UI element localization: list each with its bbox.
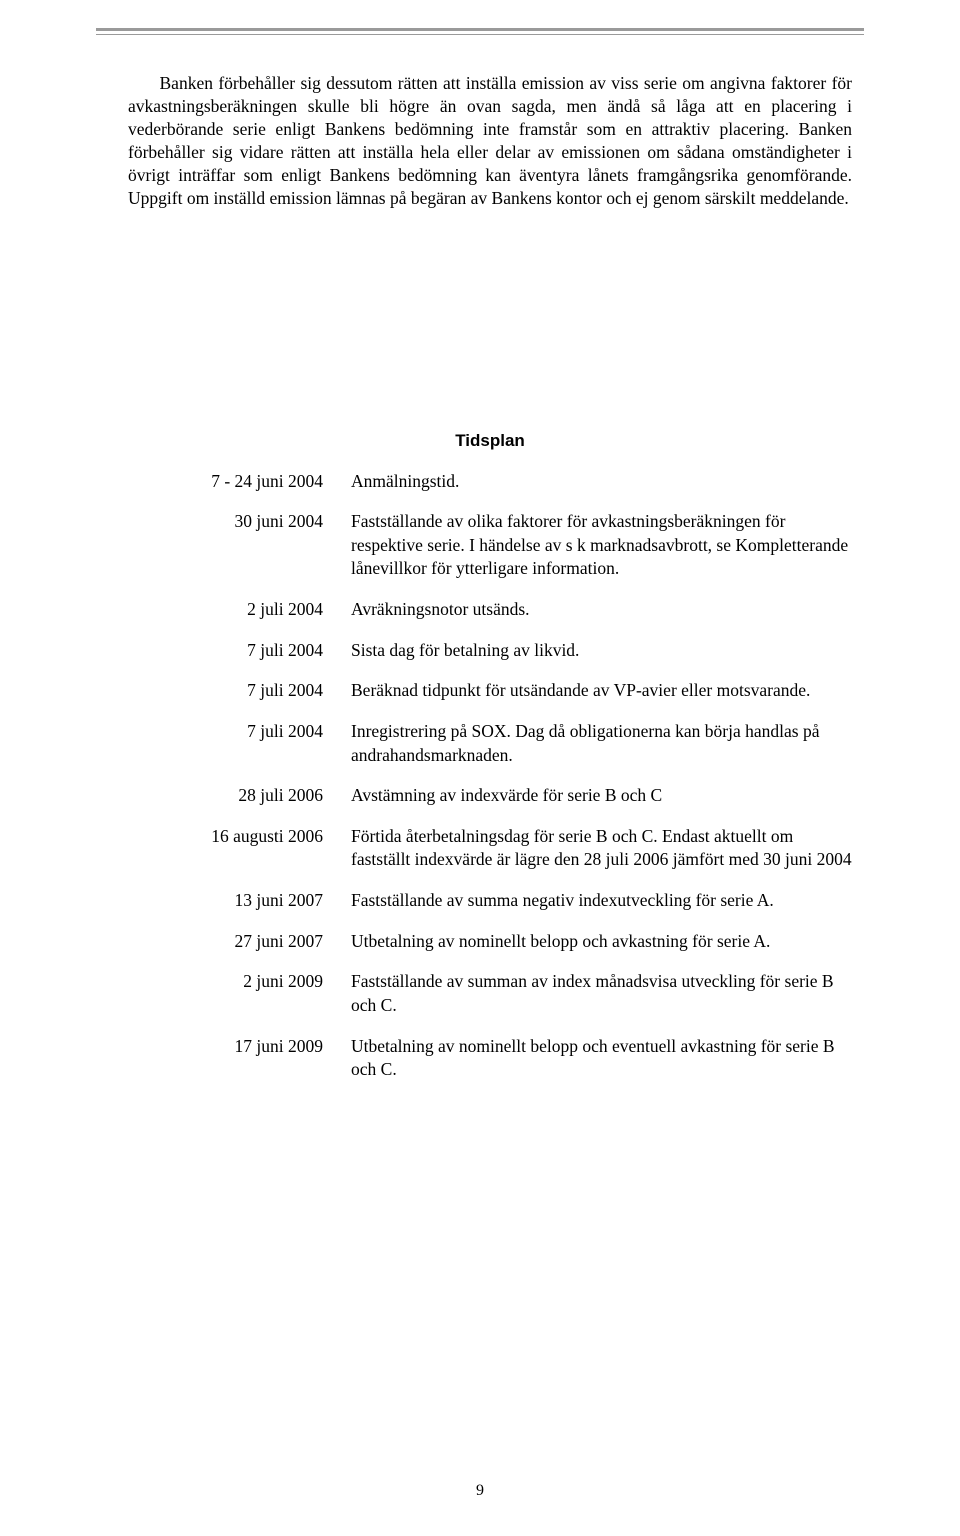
schedule-row: 27 juni 2007Utbetalning av nominellt bel… — [128, 925, 852, 966]
schedule-row: 7 - 24 juni 2004Anmälningstid. — [128, 465, 852, 506]
schedule-description: Fastställande av olika faktorer för avka… — [351, 505, 852, 593]
schedule-date: 13 juni 2007 — [128, 884, 351, 925]
schedule-description: Förtida återbetalningsdag för serie B oc… — [351, 820, 852, 884]
schedule-row: 7 juli 2004Inregistrering på SOX. Dag då… — [128, 715, 852, 779]
schedule-date: 30 juni 2004 — [128, 505, 351, 593]
schedule-row: 28 juli 2006Avstämning av indexvärde för… — [128, 779, 852, 820]
page-number: 9 — [0, 1482, 960, 1500]
schedule-description: Avstämning av indexvärde för serie B och… — [351, 779, 852, 820]
schedule-row: 2 juli 2004Avräkningsnotor utsänds. — [128, 593, 852, 634]
schedule-date: 16 augusti 2006 — [128, 820, 351, 884]
schedule-description: Avräkningsnotor utsänds. — [351, 593, 852, 634]
schedule-row: 7 juli 2004Sista dag för betalning av li… — [128, 634, 852, 675]
schedule-date: 28 juli 2006 — [128, 779, 351, 820]
schedule-row: 17 juni 2009Utbetalning av nominellt bel… — [128, 1030, 852, 1094]
schedule-row: 7 juli 2004Beräknad tidpunkt för utsända… — [128, 674, 852, 715]
header-rule-thin — [96, 34, 864, 35]
schedule-date: 17 juni 2009 — [128, 1030, 351, 1094]
schedule-date: 7 juli 2004 — [128, 634, 351, 675]
schedule-row: 30 juni 2004Fastställande av olika fakto… — [128, 505, 852, 593]
schedule-date: 7 juli 2004 — [128, 715, 351, 779]
schedule-row: 2 juni 2009Fastställande av summan av in… — [128, 965, 852, 1029]
schedule-description: Fastställande av summan av index månadsv… — [351, 965, 852, 1029]
schedule-date: 2 juni 2009 — [128, 965, 351, 1029]
schedule-row: 16 augusti 2006Förtida återbetalningsdag… — [128, 820, 852, 884]
schedule-table: 7 - 24 juni 2004Anmälningstid.30 juni 20… — [128, 465, 852, 1094]
schedule-description: Inregistrering på SOX. Dag då obligation… — [351, 715, 852, 779]
document-page: Banken förbehåller sig dessutom rätten a… — [0, 0, 960, 1536]
page-content: Banken förbehåller sig dessutom rätten a… — [128, 72, 852, 1094]
schedule-description: Utbetalning av nominellt belopp och avka… — [351, 925, 852, 966]
body-paragraph: Banken förbehåller sig dessutom rätten a… — [128, 72, 852, 211]
schedule-description: Fastställande av summa negativ indexutve… — [351, 884, 852, 925]
schedule-heading: Tidsplan — [128, 431, 852, 451]
schedule-row: 13 juni 2007Fastställande av summa negat… — [128, 884, 852, 925]
schedule-date: 2 juli 2004 — [128, 593, 351, 634]
header-rule-thick — [96, 28, 864, 31]
schedule-date: 7 juli 2004 — [128, 674, 351, 715]
schedule-description: Anmälningstid. — [351, 465, 852, 506]
schedule-description: Sista dag för betalning av likvid. — [351, 634, 852, 675]
schedule-description: Utbetalning av nominellt belopp och even… — [351, 1030, 852, 1094]
schedule-description: Beräknad tidpunkt för utsändande av VP-a… — [351, 674, 852, 715]
schedule-date: 7 - 24 juni 2004 — [128, 465, 351, 506]
schedule-date: 27 juni 2007 — [128, 925, 351, 966]
